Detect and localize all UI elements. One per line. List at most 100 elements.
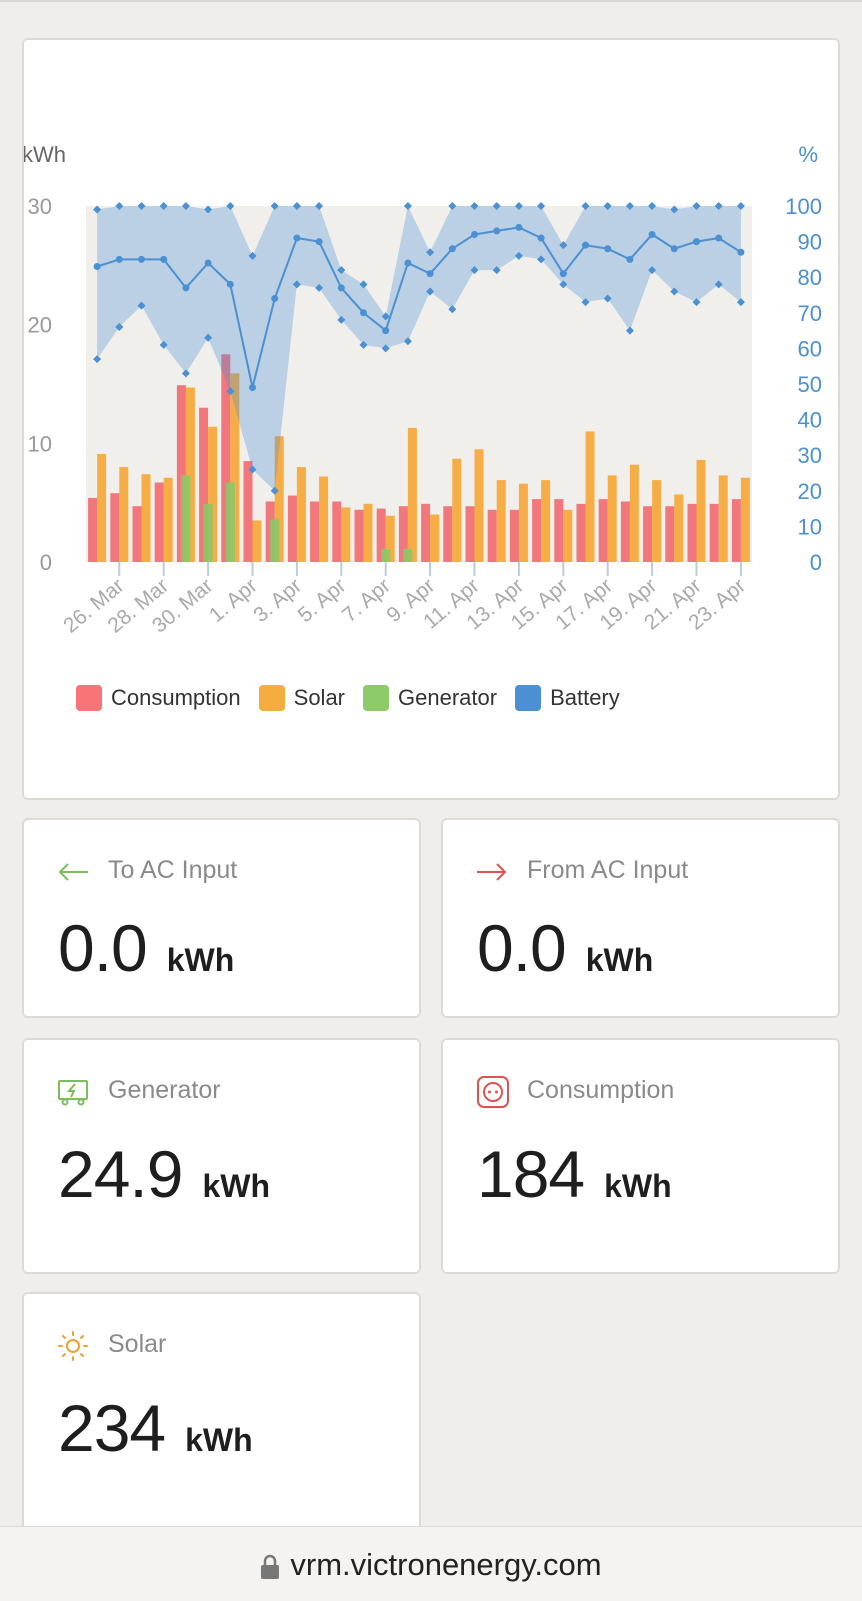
right-tick-label: 100: [785, 194, 822, 219]
legend-solar[interactable]: Solar: [258, 685, 345, 711]
bar-solar: [119, 467, 129, 562]
battery-max-point: [625, 202, 634, 210]
bar-solar: [296, 467, 306, 562]
legend-swatch-generator: [363, 685, 389, 711]
battery-max-point: [692, 202, 701, 210]
stat-value: 24.9: [58, 1137, 183, 1211]
lock-icon: [261, 1554, 280, 1579]
battery-min-point: [603, 294, 612, 303]
bar-solar: [319, 476, 329, 562]
bar-solar: [97, 454, 107, 562]
bar-consumption: [154, 482, 164, 562]
stat-card-to-ac-input[interactable]: To AC Input 0.0 kWh: [22, 818, 421, 1018]
stat-card-consumption[interactable]: Consumption 184 kWh: [441, 1038, 840, 1274]
battery-min-point: [581, 298, 590, 307]
legend-swatch-solar: [258, 685, 285, 711]
battery-max-point: [181, 202, 190, 210]
bar-solar: [585, 431, 595, 562]
battery-min-point: [426, 287, 435, 296]
legend-label: Solar: [293, 685, 345, 710]
battery-min-point: [559, 280, 568, 289]
right-tick-label: 70: [798, 301, 822, 326]
plot-area: [86, 206, 752, 562]
battery-min-point: [181, 369, 190, 378]
battery-point: [293, 234, 301, 242]
bar-generator: [381, 548, 391, 562]
battery-point: [93, 263, 101, 271]
legend-swatch-consumption: [76, 685, 102, 711]
bar-solar: [208, 426, 218, 562]
battery-max-point: [537, 202, 546, 210]
bar-consumption: [554, 499, 564, 562]
stat-title: Generator: [108, 1076, 221, 1104]
battery-max-point: [270, 202, 279, 210]
url-row[interactable]: vrm.victronenergy.com: [0, 1547, 862, 1583]
battery-point: [626, 255, 634, 263]
battery-min-point: [448, 305, 457, 314]
arrow-right-icon: [477, 863, 507, 881]
bar-solar: [652, 480, 662, 562]
bar-solar: [518, 483, 528, 562]
x-tick-label: 5. Apr: [294, 574, 351, 627]
battery-max-point: [359, 280, 368, 289]
battery-max-point: [581, 202, 590, 210]
bar-solar: [674, 494, 684, 562]
bar-solar: [563, 509, 573, 562]
legend-label: Generator: [398, 685, 498, 710]
battery-point: [160, 255, 168, 263]
bar-generator: [270, 519, 280, 562]
battery-min-point: [470, 266, 479, 275]
battery-point: [737, 248, 745, 256]
bar-solar: [230, 373, 240, 562]
battery-point: [337, 284, 345, 292]
battery-max-point: [603, 202, 612, 210]
stat-card-solar[interactable]: Solar 234 kWh: [22, 1292, 421, 1532]
legend-consumption[interactable]: Consumption: [76, 685, 241, 711]
right-tick-label: 0: [810, 550, 822, 575]
battery-min-point: [537, 255, 546, 264]
bar-consumption: [687, 503, 697, 562]
bar-generator: [181, 475, 191, 562]
bar-consumption: [376, 508, 386, 562]
stat-card-generator[interactable]: Generator 24.9 kWh: [22, 1038, 421, 1274]
battery-max-point: [736, 202, 745, 210]
legend-battery[interactable]: Battery: [515, 685, 620, 711]
battery-min-point: [403, 337, 412, 346]
bar-generator: [225, 482, 235, 562]
bar-consumption: [465, 506, 475, 562]
bar-solar: [363, 503, 373, 562]
battery-max-point: [559, 241, 568, 250]
bar-consumption: [354, 509, 364, 562]
browser-address-bar[interactable]: vrm.victronenergy.com: [0, 1526, 862, 1601]
stat-value: 184: [477, 1137, 585, 1211]
battery-max-point: [315, 202, 324, 210]
battery-max-point: [337, 266, 346, 275]
left-tick-label: 0: [40, 550, 52, 575]
bar-generator: [403, 548, 413, 562]
bar-solar: [385, 515, 395, 562]
battery-max-point: [248, 251, 257, 260]
battery-max-point: [448, 202, 457, 210]
bar-consumption: [332, 501, 342, 562]
battery-max-point: [648, 202, 657, 210]
bar-solar: [607, 475, 617, 562]
legend-generator[interactable]: Generator: [363, 685, 497, 711]
bar-solar: [407, 427, 417, 562]
battery-min-point: [204, 333, 213, 342]
battery-max-point: [492, 202, 501, 210]
battery-point: [670, 245, 678, 253]
battery-min-point: [736, 298, 745, 307]
bar-consumption: [176, 385, 186, 562]
battery-min-point: [226, 387, 235, 396]
bar-consumption: [443, 506, 453, 562]
bar-consumption: [287, 495, 297, 562]
battery-min-point: [292, 280, 301, 289]
legend-swatch-battery: [515, 685, 542, 711]
stat-card-from-ac-input[interactable]: From AC Input 0.0 kWh: [441, 818, 840, 1018]
right-tick-label: 60: [798, 336, 822, 361]
battery-min-point: [492, 266, 501, 275]
right-tick-label: 50: [798, 372, 822, 397]
right-tick-label: 40: [798, 408, 822, 433]
bar-consumption: [532, 499, 542, 562]
